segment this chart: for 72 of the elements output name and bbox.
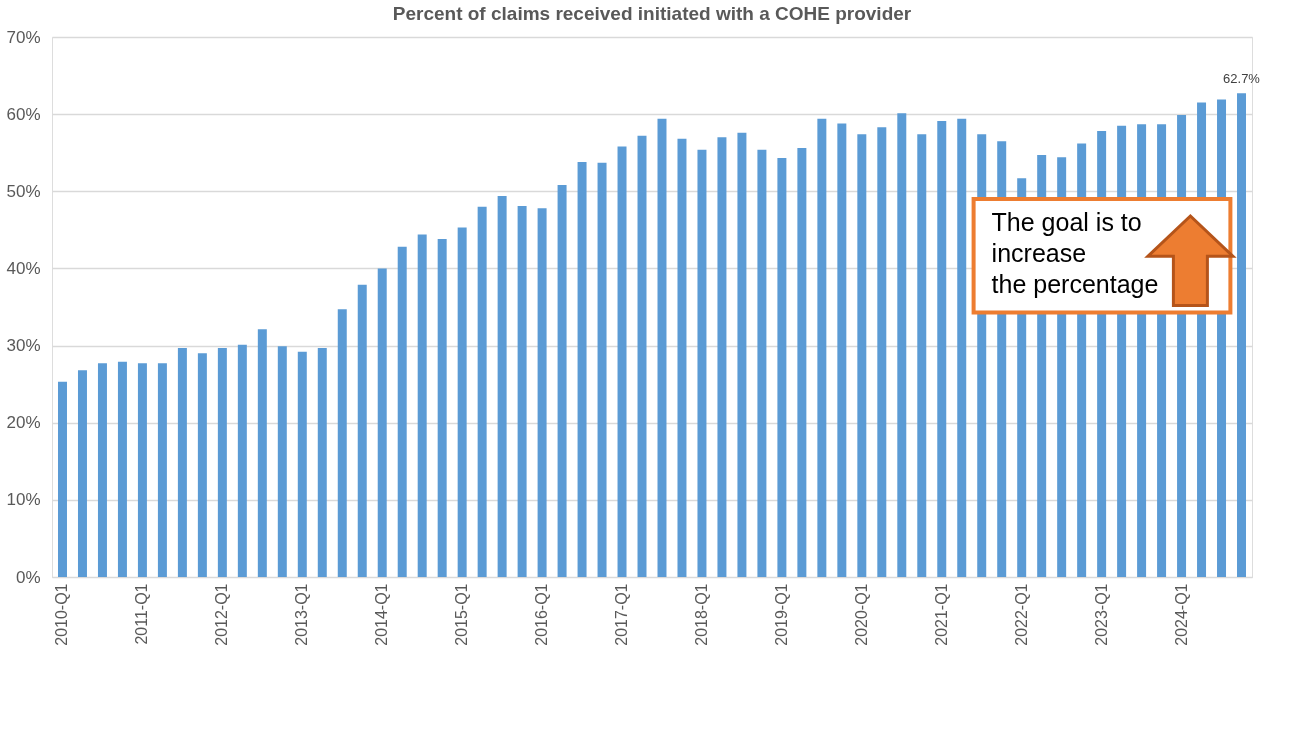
- y-tick-label: 60%: [6, 104, 41, 124]
- bar: [697, 149, 707, 577]
- bar: [557, 185, 567, 577]
- x-tick-label: 2019-Q1: [772, 583, 790, 646]
- bar: [597, 162, 607, 577]
- bar: [717, 137, 727, 577]
- x-tick-label: 2013-Q1: [293, 583, 311, 646]
- bar: [677, 138, 687, 577]
- bar: [897, 113, 907, 577]
- bar: [877, 127, 887, 577]
- bar: [197, 353, 207, 577]
- x-tick-label: 2014-Q1: [373, 583, 391, 646]
- y-tick-label: 0%: [15, 567, 41, 587]
- bar: [857, 134, 867, 577]
- bar: [77, 370, 87, 577]
- bar: [497, 195, 507, 577]
- bar: [157, 363, 167, 577]
- x-tick-label: 2010-Q1: [53, 583, 71, 646]
- x-tick-label: 2022-Q1: [1012, 583, 1030, 646]
- bar: [837, 123, 847, 577]
- x-tick-label: 2017-Q1: [613, 583, 631, 646]
- x-tick-label: 2021-Q1: [932, 583, 950, 646]
- bar: [577, 161, 587, 577]
- bar: [517, 205, 527, 577]
- bar: [117, 361, 127, 577]
- bar: [377, 268, 387, 577]
- bar: [957, 118, 967, 577]
- bar: [657, 118, 667, 577]
- bar: [917, 134, 927, 577]
- x-tick-label: 2016-Q1: [533, 583, 551, 646]
- bar: [317, 347, 327, 577]
- y-tick-label: 20%: [6, 413, 41, 433]
- bar: [297, 351, 307, 577]
- x-tick-label: 2023-Q1: [1092, 583, 1110, 646]
- x-tick-label: 2020-Q1: [852, 583, 870, 646]
- y-tick-label: 40%: [6, 258, 41, 278]
- bar: [477, 206, 487, 577]
- bar: [817, 118, 827, 577]
- bar: [617, 146, 627, 577]
- chart-title: Percent of claims received initiated with a COHE provider: [392, 3, 912, 24]
- bar: [417, 234, 427, 577]
- data-label: 62.7%: [1223, 71, 1261, 87]
- bar: [457, 227, 467, 577]
- y-tick-label: 50%: [6, 181, 41, 201]
- bar: [1237, 93, 1246, 577]
- bar: [97, 363, 107, 577]
- bar: [277, 346, 287, 577]
- bar: [397, 246, 407, 577]
- bar: [237, 344, 247, 577]
- y-tick-label: 10%: [6, 490, 41, 510]
- x-tick-label: 2015-Q1: [453, 583, 471, 646]
- bar: [537, 208, 547, 577]
- y-tick-label: 30%: [6, 336, 41, 356]
- x-tick-label: 2012-Q1: [213, 583, 231, 646]
- y-tick-label: 70%: [6, 27, 41, 47]
- bar: [797, 148, 807, 577]
- bar: [58, 381, 67, 577]
- bar: [437, 239, 447, 577]
- x-tick-label: 2011-Q1: [133, 583, 151, 645]
- x-tick-label: 2018-Q1: [692, 583, 710, 646]
- bar: [637, 135, 647, 577]
- bar: [357, 284, 367, 577]
- x-tick-label: 2024-Q1: [1172, 583, 1190, 646]
- bar: [177, 347, 187, 577]
- bar: [757, 149, 767, 577]
- bar: [937, 121, 947, 577]
- bar: [257, 329, 267, 577]
- bar: [137, 363, 147, 577]
- bar: [737, 132, 747, 577]
- bar: [337, 309, 347, 577]
- bar: [777, 158, 787, 577]
- bar: [217, 347, 227, 577]
